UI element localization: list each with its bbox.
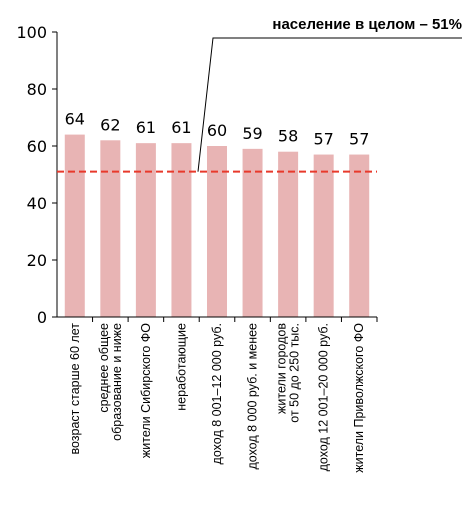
category-label-line: от 50 до 250 тыс. — [288, 323, 302, 423]
bar — [349, 154, 370, 317]
y-tick-label: 60 — [27, 137, 47, 156]
value-label: 61 — [136, 118, 156, 137]
category-label: жители Сибирского ФО — [139, 323, 153, 458]
value-label: 59 — [242, 124, 262, 143]
category-label-line: среднее общее — [97, 323, 111, 413]
category-label-line: жители городов — [275, 323, 289, 414]
category-label: жители городов от 50 до 250 тыс. — [275, 323, 302, 423]
bars — [64, 134, 378, 322]
bar — [313, 154, 334, 317]
value-label: 62 — [100, 115, 120, 134]
reference-line-label: население в целом – 51% — [272, 16, 462, 33]
bar — [64, 134, 85, 317]
category-label-line: образование и ниже — [110, 323, 124, 441]
y-axis-ticks: 0 20 40 60 80 100 — [16, 23, 57, 327]
category-label-line: возраст старше 60 лет — [68, 323, 82, 455]
category-label: доход 8 000 руб. и менее — [246, 323, 260, 470]
category-label: жители Приволжского ФО — [352, 323, 366, 473]
category-label: доход 12 001–20 000 руб. — [317, 323, 331, 471]
category-label-line: доход 8 000 руб. и менее — [246, 323, 260, 470]
y-tick-label: 20 — [27, 251, 47, 270]
bar — [100, 140, 121, 317]
category-label-line: жители Приволжского ФО — [352, 323, 366, 473]
value-label: 61 — [171, 118, 191, 137]
y-tick-label: 0 — [37, 308, 47, 327]
value-label: 57 — [349, 130, 369, 149]
category-label-line: доход 12 001–20 000 руб. — [317, 323, 331, 471]
bar — [171, 143, 192, 317]
category-label: неработающие — [174, 323, 188, 411]
value-label: 58 — [278, 127, 298, 146]
category-label: среднее общее образование и ниже — [97, 323, 124, 441]
y-tick-label: 100 — [16, 23, 47, 42]
value-labels: 64 62 61 61 60 59 58 57 57 — [65, 110, 370, 149]
category-label-line: неработающие — [174, 323, 188, 411]
y-tick-label: 80 — [27, 80, 47, 99]
category-label-line: жители Сибирского ФО — [139, 323, 153, 458]
value-label: 60 — [207, 121, 227, 140]
bar — [278, 151, 299, 317]
bar — [242, 148, 263, 317]
y-tick-label: 40 — [27, 194, 47, 213]
bar — [207, 146, 227, 317]
reference-leader-line — [197, 37, 462, 172]
category-labels: возраст старше 60 лет среднее общее образо… — [68, 323, 366, 473]
value-label: 64 — [65, 110, 85, 129]
category-label-line: доход 8 001–12 000 руб. — [210, 323, 224, 464]
value-label: 57 — [313, 130, 333, 149]
category-label: доход 8 001–12 000 руб. — [210, 323, 224, 464]
category-label: возраст старше 60 лет — [68, 323, 82, 455]
bar — [135, 143, 156, 317]
